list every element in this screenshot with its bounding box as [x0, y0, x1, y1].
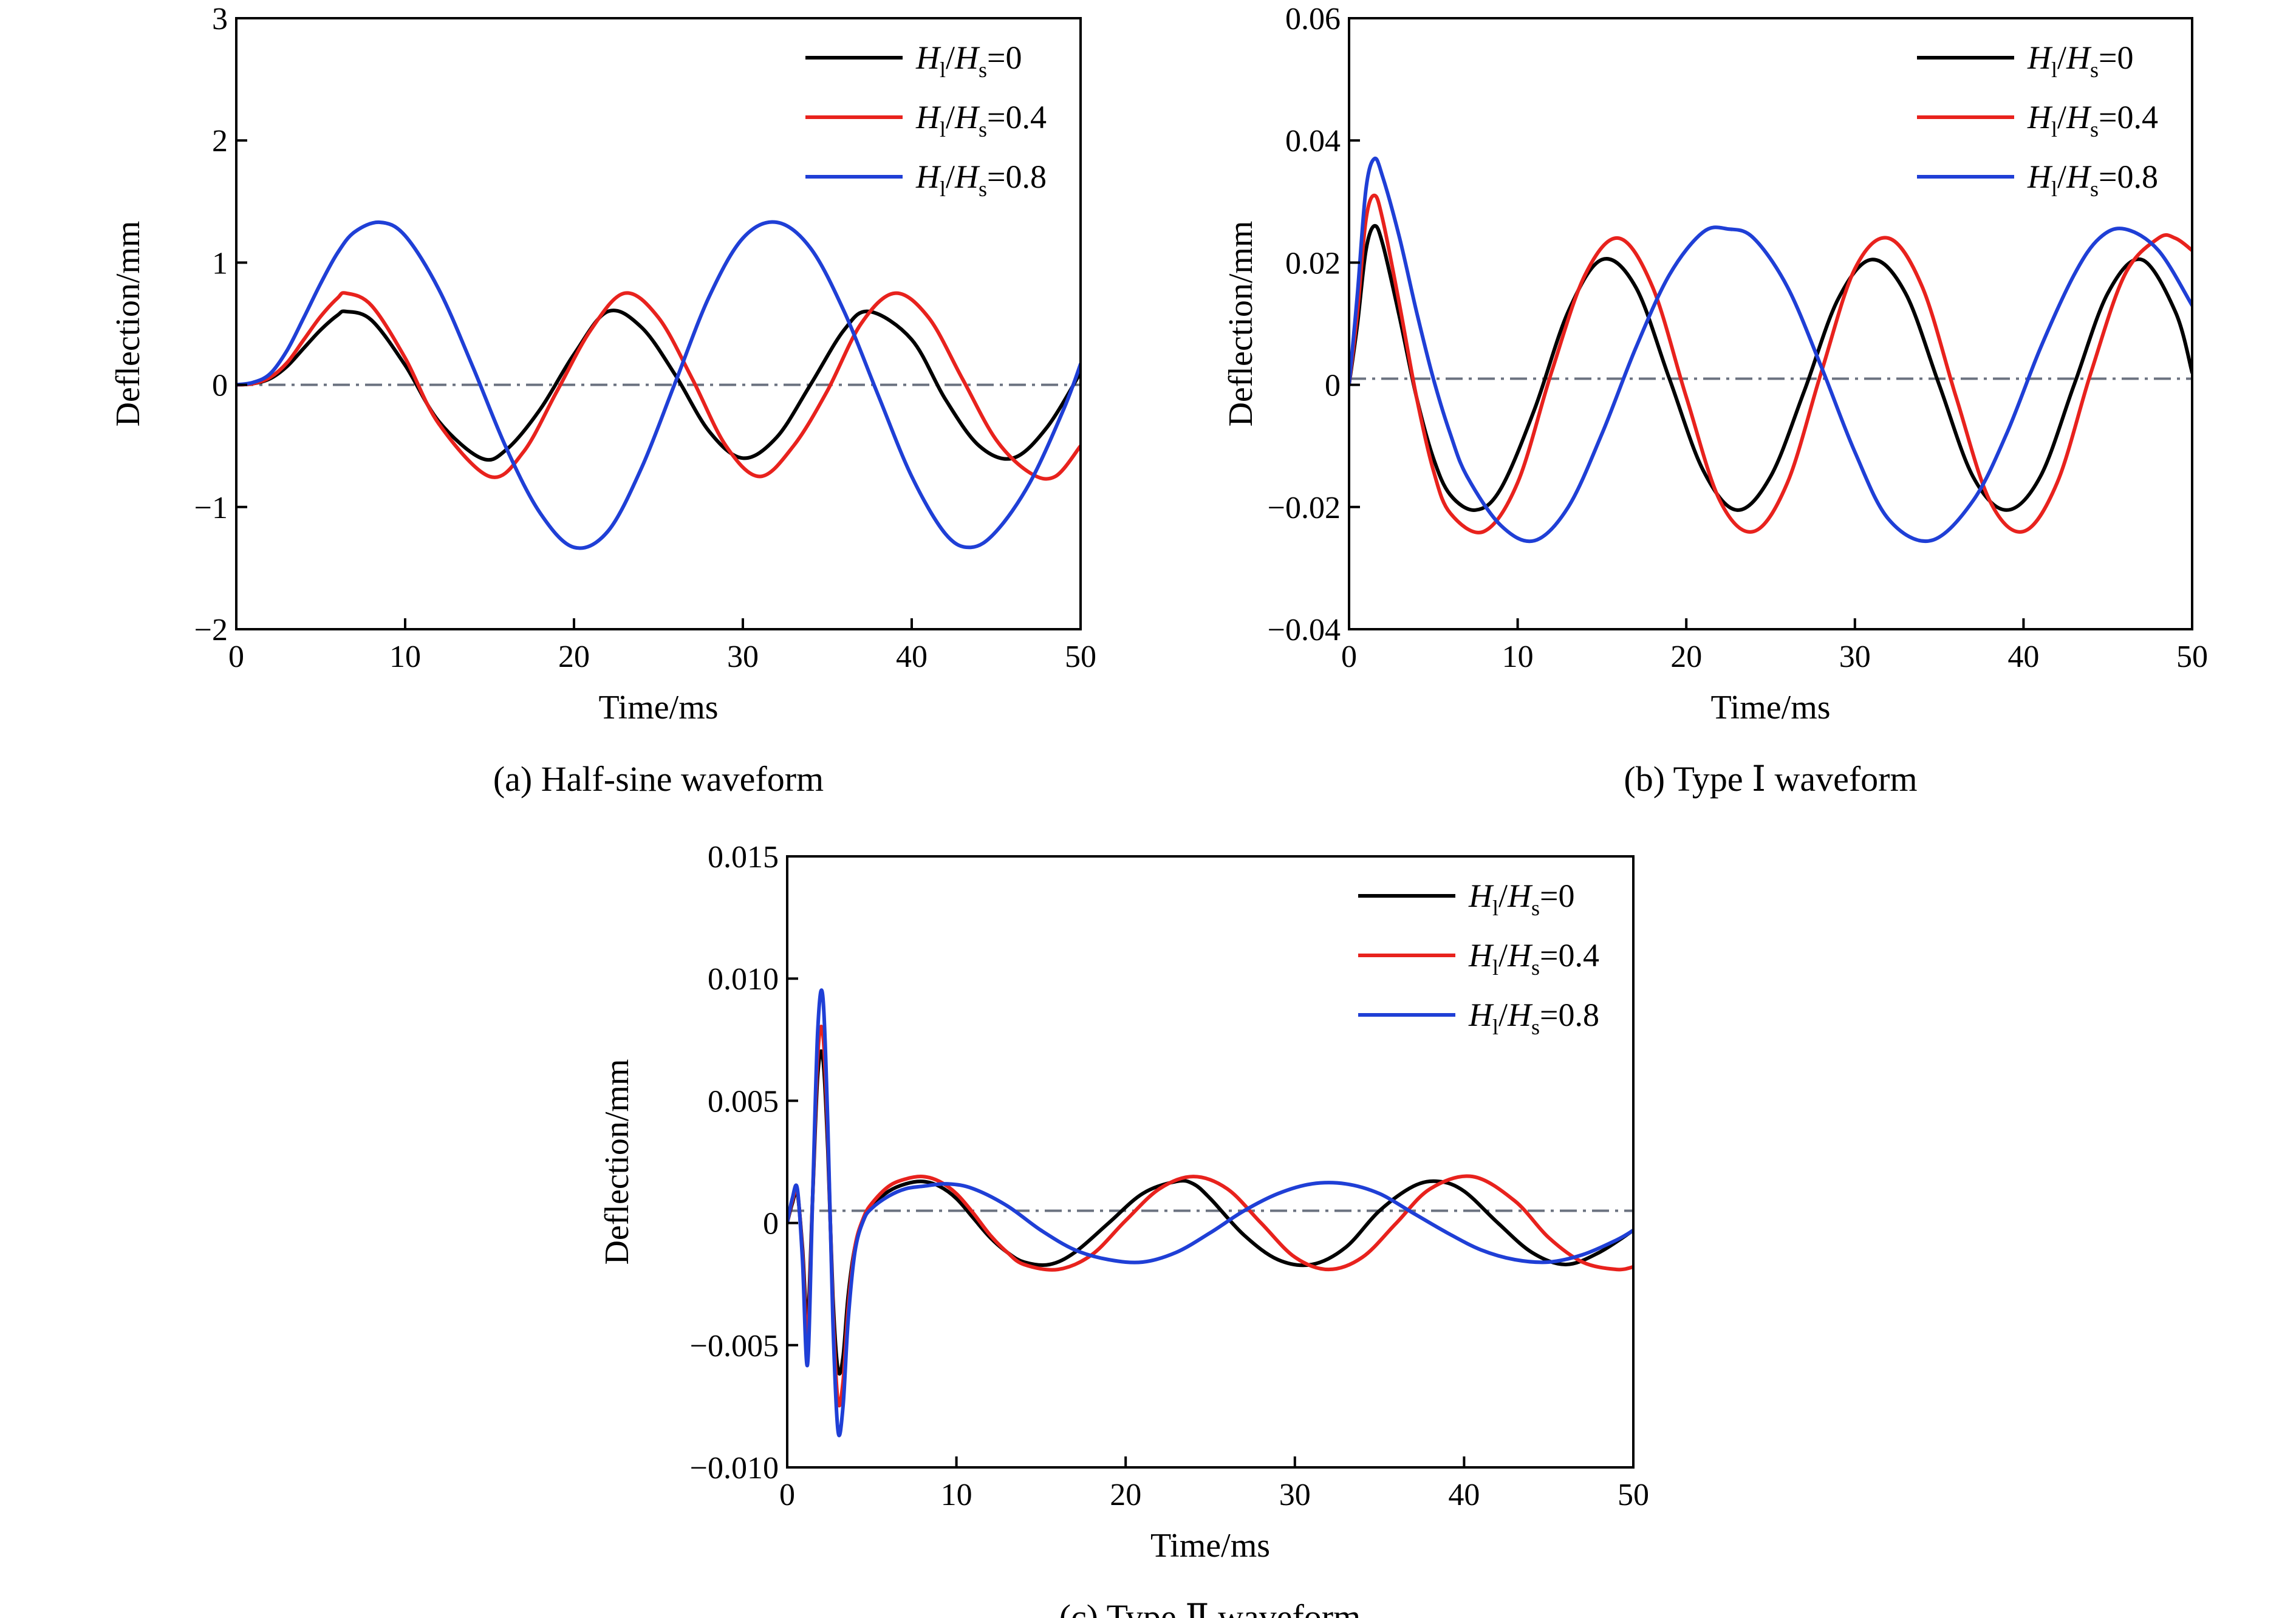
legend-label: Hl/Hs=0	[2027, 39, 2134, 82]
y-tick-label: −2	[194, 613, 228, 647]
legend-label: Hl/Hs=0	[915, 39, 1022, 82]
y-tick-label: −1	[194, 491, 228, 525]
x-tick-label: 0	[1341, 640, 1357, 674]
y-tick-label: 2	[212, 124, 228, 159]
x-tick-label: 50	[2176, 640, 2208, 674]
plot-frame	[1348, 17, 2193, 630]
plot-frame	[235, 17, 1082, 630]
y-tick-label: 0.005	[708, 1084, 779, 1119]
series-line-2	[787, 988, 1633, 1438]
x-tick-label: 10	[389, 640, 421, 674]
x-tick-label: 50	[1065, 640, 1096, 674]
legend-label: Hl/Hs=0.4	[915, 99, 1047, 142]
legend-label: Hl/Hs=0	[1468, 878, 1575, 920]
series-line-1	[236, 291, 1081, 481]
y-axis-label: Deflection/mm	[109, 220, 147, 426]
x-tick-label: 30	[1839, 640, 1871, 674]
x-tick-label: 40	[896, 640, 928, 674]
y-tick-label: 0.015	[708, 840, 779, 875]
y-tick-label: −0.010	[690, 1451, 779, 1486]
x-tick-label: 20	[558, 640, 590, 674]
y-tick-label: 0.04	[1285, 124, 1341, 159]
panel-caption: (a) Half-sine waveform	[493, 759, 824, 799]
y-tick-label: 3	[212, 2, 228, 36]
legend-label: Hl/Hs=0.4	[1468, 937, 1599, 980]
legend-label: Hl/Hs=0.8	[2027, 159, 2158, 201]
y-tick-label: 1	[212, 246, 228, 281]
x-axis-label: Time/ms	[1710, 689, 1830, 726]
x-tick-label: 30	[1279, 1478, 1311, 1512]
x-tick-label: 30	[727, 640, 759, 674]
x-tick-label: 10	[941, 1478, 972, 1512]
x-tick-label: 40	[1448, 1478, 1480, 1512]
x-tick-label: 10	[1502, 640, 1534, 674]
plot-frame	[786, 855, 1635, 1469]
y-tick-label: −0.02	[1268, 491, 1341, 525]
x-tick-label: 20	[1110, 1478, 1141, 1512]
legend: Hl/Hs=0 Hl/Hs=0.4 Hl/Hs=0.8	[1358, 878, 1599, 1039]
series-line-1	[787, 1025, 1633, 1408]
x-tick-label: 50	[1618, 1478, 1649, 1512]
y-axis-label: Deflection/mm	[1222, 220, 1260, 426]
y-tick-label: 0.06	[1285, 2, 1341, 36]
legend: Hl/Hs=0 Hl/Hs=0.4 Hl/Hs=0.8	[805, 39, 1047, 201]
y-tick-label: −0.04	[1268, 613, 1341, 647]
chart-panel-b: 0 10 20 30 40 50 −0.04 −0.02 0 0.02 0.04 0.06 Time/m…	[1222, 2, 2208, 799]
y-tick-label: −0.005	[690, 1329, 779, 1364]
chart-panel-c: 0 10 20 30 40 50 −0.010 −0.005 0 0.005 0.010 0.015 T…	[598, 840, 1649, 1618]
series-line-2	[1349, 156, 2192, 544]
panel-caption: (b) Type Ⅰ waveform	[1624, 759, 1917, 799]
legend-label: Hl/Hs=0.8	[915, 159, 1047, 201]
legend: Hl/Hs=0 Hl/Hs=0.4 Hl/Hs=0.8	[1917, 39, 2158, 201]
x-tick-label: 20	[1670, 640, 1702, 674]
x-tick-label: 0	[779, 1478, 795, 1512]
x-tick-label: 40	[2007, 640, 2039, 674]
series-line-0	[787, 1049, 1633, 1376]
y-tick-label: 0.02	[1285, 246, 1341, 281]
series-line-1	[1349, 193, 2192, 534]
legend-label: Hl/Hs=0.4	[2027, 99, 2158, 142]
y-tick-label: 0	[1325, 369, 1341, 403]
x-tick-label: 0	[228, 640, 244, 674]
series-line-2	[236, 220, 1081, 550]
series-line-0	[236, 309, 1081, 462]
y-tick-label: 0	[212, 369, 228, 403]
chart-panel-a: 0 10 20 30 40 50 −2 −1 0 1 2 3 Time/ms Deflection/mm (…	[109, 2, 1096, 799]
x-axis-label: Time/ms	[1150, 1527, 1270, 1565]
legend-label: Hl/Hs=0.8	[1468, 997, 1599, 1039]
y-axis-label: Deflection/mm	[598, 1059, 636, 1265]
x-axis-label: Time/ms	[598, 689, 718, 726]
panel-caption: (c) Type Ⅱ waveform	[1059, 1597, 1361, 1618]
y-tick-label: 0	[763, 1207, 779, 1241]
series-line-0	[1349, 224, 2192, 512]
y-tick-label: 0.010	[708, 962, 779, 997]
